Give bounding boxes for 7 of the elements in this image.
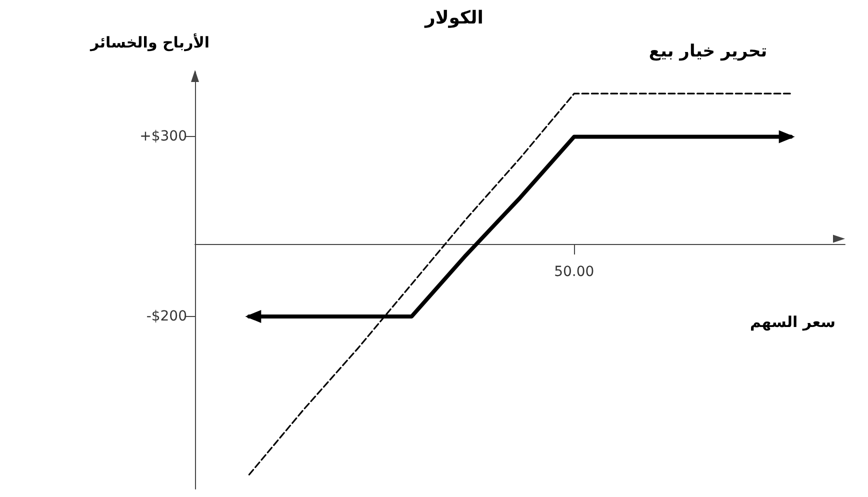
y-axis-title: الأرباح والخسائر — [89, 32, 210, 52]
chart-title: الكولار — [424, 8, 484, 28]
x-axis-title: سعر السهم — [750, 313, 836, 332]
x-tick-label: 50.00 — [554, 264, 594, 280]
y-tick-label: -$200 — [146, 308, 187, 324]
series-label: تحرير خيار بيع — [648, 42, 768, 62]
y-tick-label: +$300 — [140, 128, 187, 145]
